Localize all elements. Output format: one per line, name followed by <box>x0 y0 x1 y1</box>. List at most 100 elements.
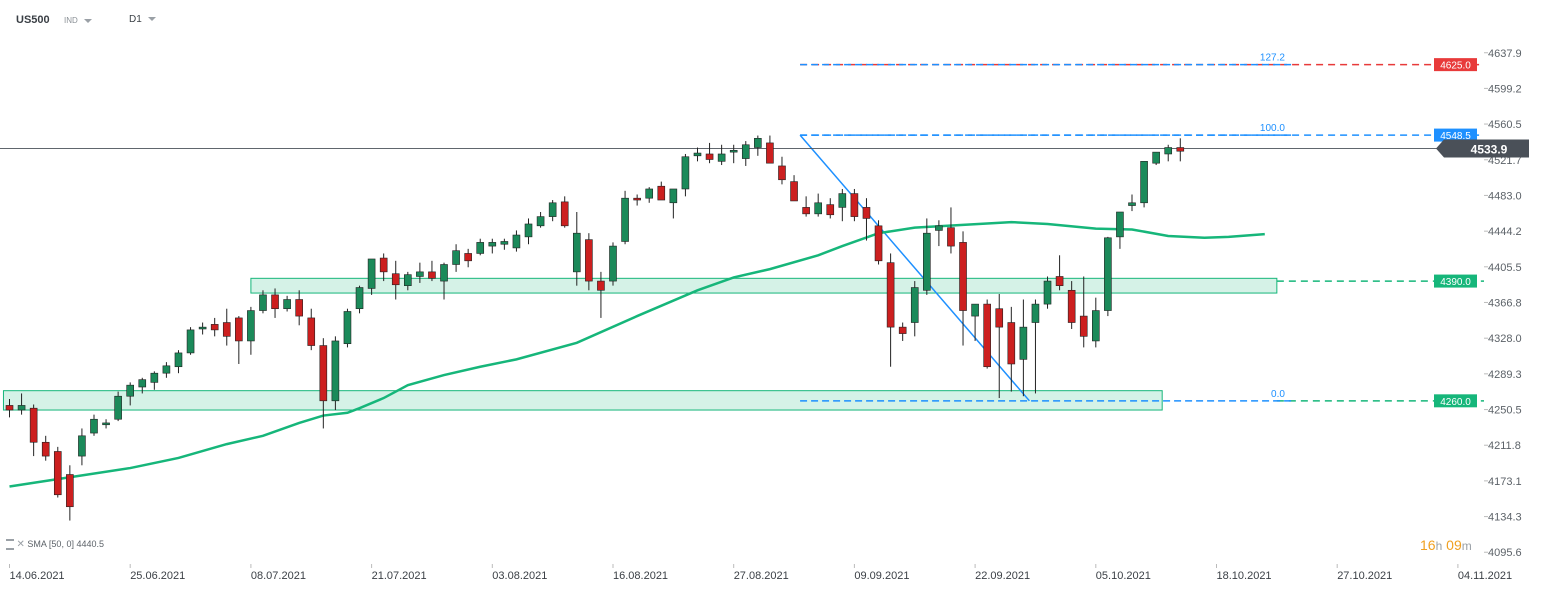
candle-body <box>778 165 786 181</box>
candle <box>343 308 352 348</box>
x-axis-tick-label: 21.07.2021 <box>372 570 427 582</box>
candle <box>488 238 497 254</box>
candle <box>90 414 98 436</box>
candle-body <box>78 435 86 457</box>
candle <box>222 308 231 346</box>
candle-body <box>766 142 774 164</box>
candle <box>524 218 533 245</box>
candle <box>319 338 328 429</box>
candle-body <box>572 232 581 273</box>
x-axis-tick-label: 25.06.2021 <box>130 570 185 582</box>
y-axis-tick-label: 4328.0 <box>1488 333 1522 345</box>
candle <box>790 175 798 202</box>
candle <box>609 242 617 286</box>
candle <box>404 271 412 291</box>
candle-body <box>66 474 74 508</box>
candle-body <box>814 202 822 215</box>
candle-body <box>524 223 533 238</box>
candle <box>53 446 62 498</box>
candle <box>862 198 871 241</box>
fib-swing-line <box>799 134 1030 402</box>
candle <box>162 362 171 378</box>
candle-body <box>235 317 243 342</box>
y-axis-tick-label: 4599.2 <box>1488 83 1522 95</box>
candle-body <box>1031 303 1040 323</box>
y-axis-tick-label: 4521.7 <box>1488 155 1522 167</box>
candle-body <box>271 294 279 310</box>
candle-body <box>102 422 110 426</box>
candle-body <box>886 262 895 328</box>
candle-body <box>898 326 907 334</box>
candle-body <box>452 250 460 265</box>
candle-body <box>90 418 98 434</box>
candle-body <box>621 197 629 242</box>
candle <box>379 253 388 282</box>
candle <box>259 290 267 314</box>
candle <box>210 317 219 337</box>
candle-body <box>729 149 738 153</box>
countdown-hours-unit: h <box>1435 539 1443 553</box>
candle-body <box>1067 289 1076 323</box>
candle-body <box>5 405 14 411</box>
candle <box>331 336 340 411</box>
candle <box>1007 306 1016 392</box>
y-axis-tick-label: 4405.5 <box>1488 262 1522 274</box>
candle-body <box>741 144 750 159</box>
timeframe-dropdown[interactable]: D1 <box>129 14 156 25</box>
candle <box>585 233 593 291</box>
candle-body <box>910 287 919 323</box>
candle-body <box>488 242 497 247</box>
candle <box>838 188 847 222</box>
candle <box>5 398 14 418</box>
x-axis-tick-label: 18.10.2021 <box>1217 570 1272 582</box>
candle-body <box>585 239 593 282</box>
price-tag: 4625.0 <box>1434 58 1477 72</box>
candle-body <box>174 352 183 368</box>
bar-countdown: 16h 09m <box>1420 537 1472 553</box>
candle-body <box>669 188 678 204</box>
candle <box>657 181 666 201</box>
indicator-settings-icon[interactable] <box>6 539 14 551</box>
candle <box>138 377 147 394</box>
candle-body <box>464 253 472 262</box>
instrument-type-dropdown[interactable]: IND <box>64 16 92 25</box>
symbol-text: US500 <box>16 14 50 26</box>
candle-body <box>560 201 569 227</box>
candle-body <box>645 188 654 199</box>
candle <box>1067 281 1076 329</box>
candle-body <box>186 329 195 354</box>
candle <box>150 371 159 390</box>
candle-body <box>971 303 979 317</box>
candle-body <box>1128 202 1136 206</box>
candle-body <box>1007 322 1016 365</box>
fib-level-label: 0.0 <box>1271 389 1285 400</box>
candle <box>17 393 26 415</box>
candle-body <box>41 441 50 457</box>
candle <box>850 188 859 222</box>
candle-body <box>247 310 255 342</box>
y-axis-tick-label: 4250.5 <box>1488 405 1522 417</box>
candle <box>645 187 654 203</box>
close-icon[interactable]: ✕ <box>16 539 25 550</box>
candle-body <box>138 379 147 388</box>
candle-body <box>597 280 605 291</box>
chevron-down-icon <box>147 17 156 22</box>
symbol-label[interactable]: US500 <box>16 14 50 26</box>
candle <box>1128 194 1136 212</box>
candle-body <box>935 225 943 231</box>
candle-body <box>633 197 641 201</box>
x-axis-tick-label: 27.10.2021 <box>1337 570 1392 582</box>
candle <box>1043 276 1052 309</box>
candle-body <box>210 324 219 331</box>
countdown-minutes: 09 <box>1446 537 1462 553</box>
candle-body <box>295 299 303 317</box>
candle-body <box>681 156 690 190</box>
candle <box>1140 161 1148 208</box>
x-axis-tick-label: 16.08.2021 <box>613 570 668 582</box>
x-axis-tick-label: 04.11.2021 <box>1458 570 1512 582</box>
candle <box>802 196 810 217</box>
candle-body <box>404 274 412 286</box>
candle-body <box>609 245 617 282</box>
candle-body <box>162 365 171 374</box>
